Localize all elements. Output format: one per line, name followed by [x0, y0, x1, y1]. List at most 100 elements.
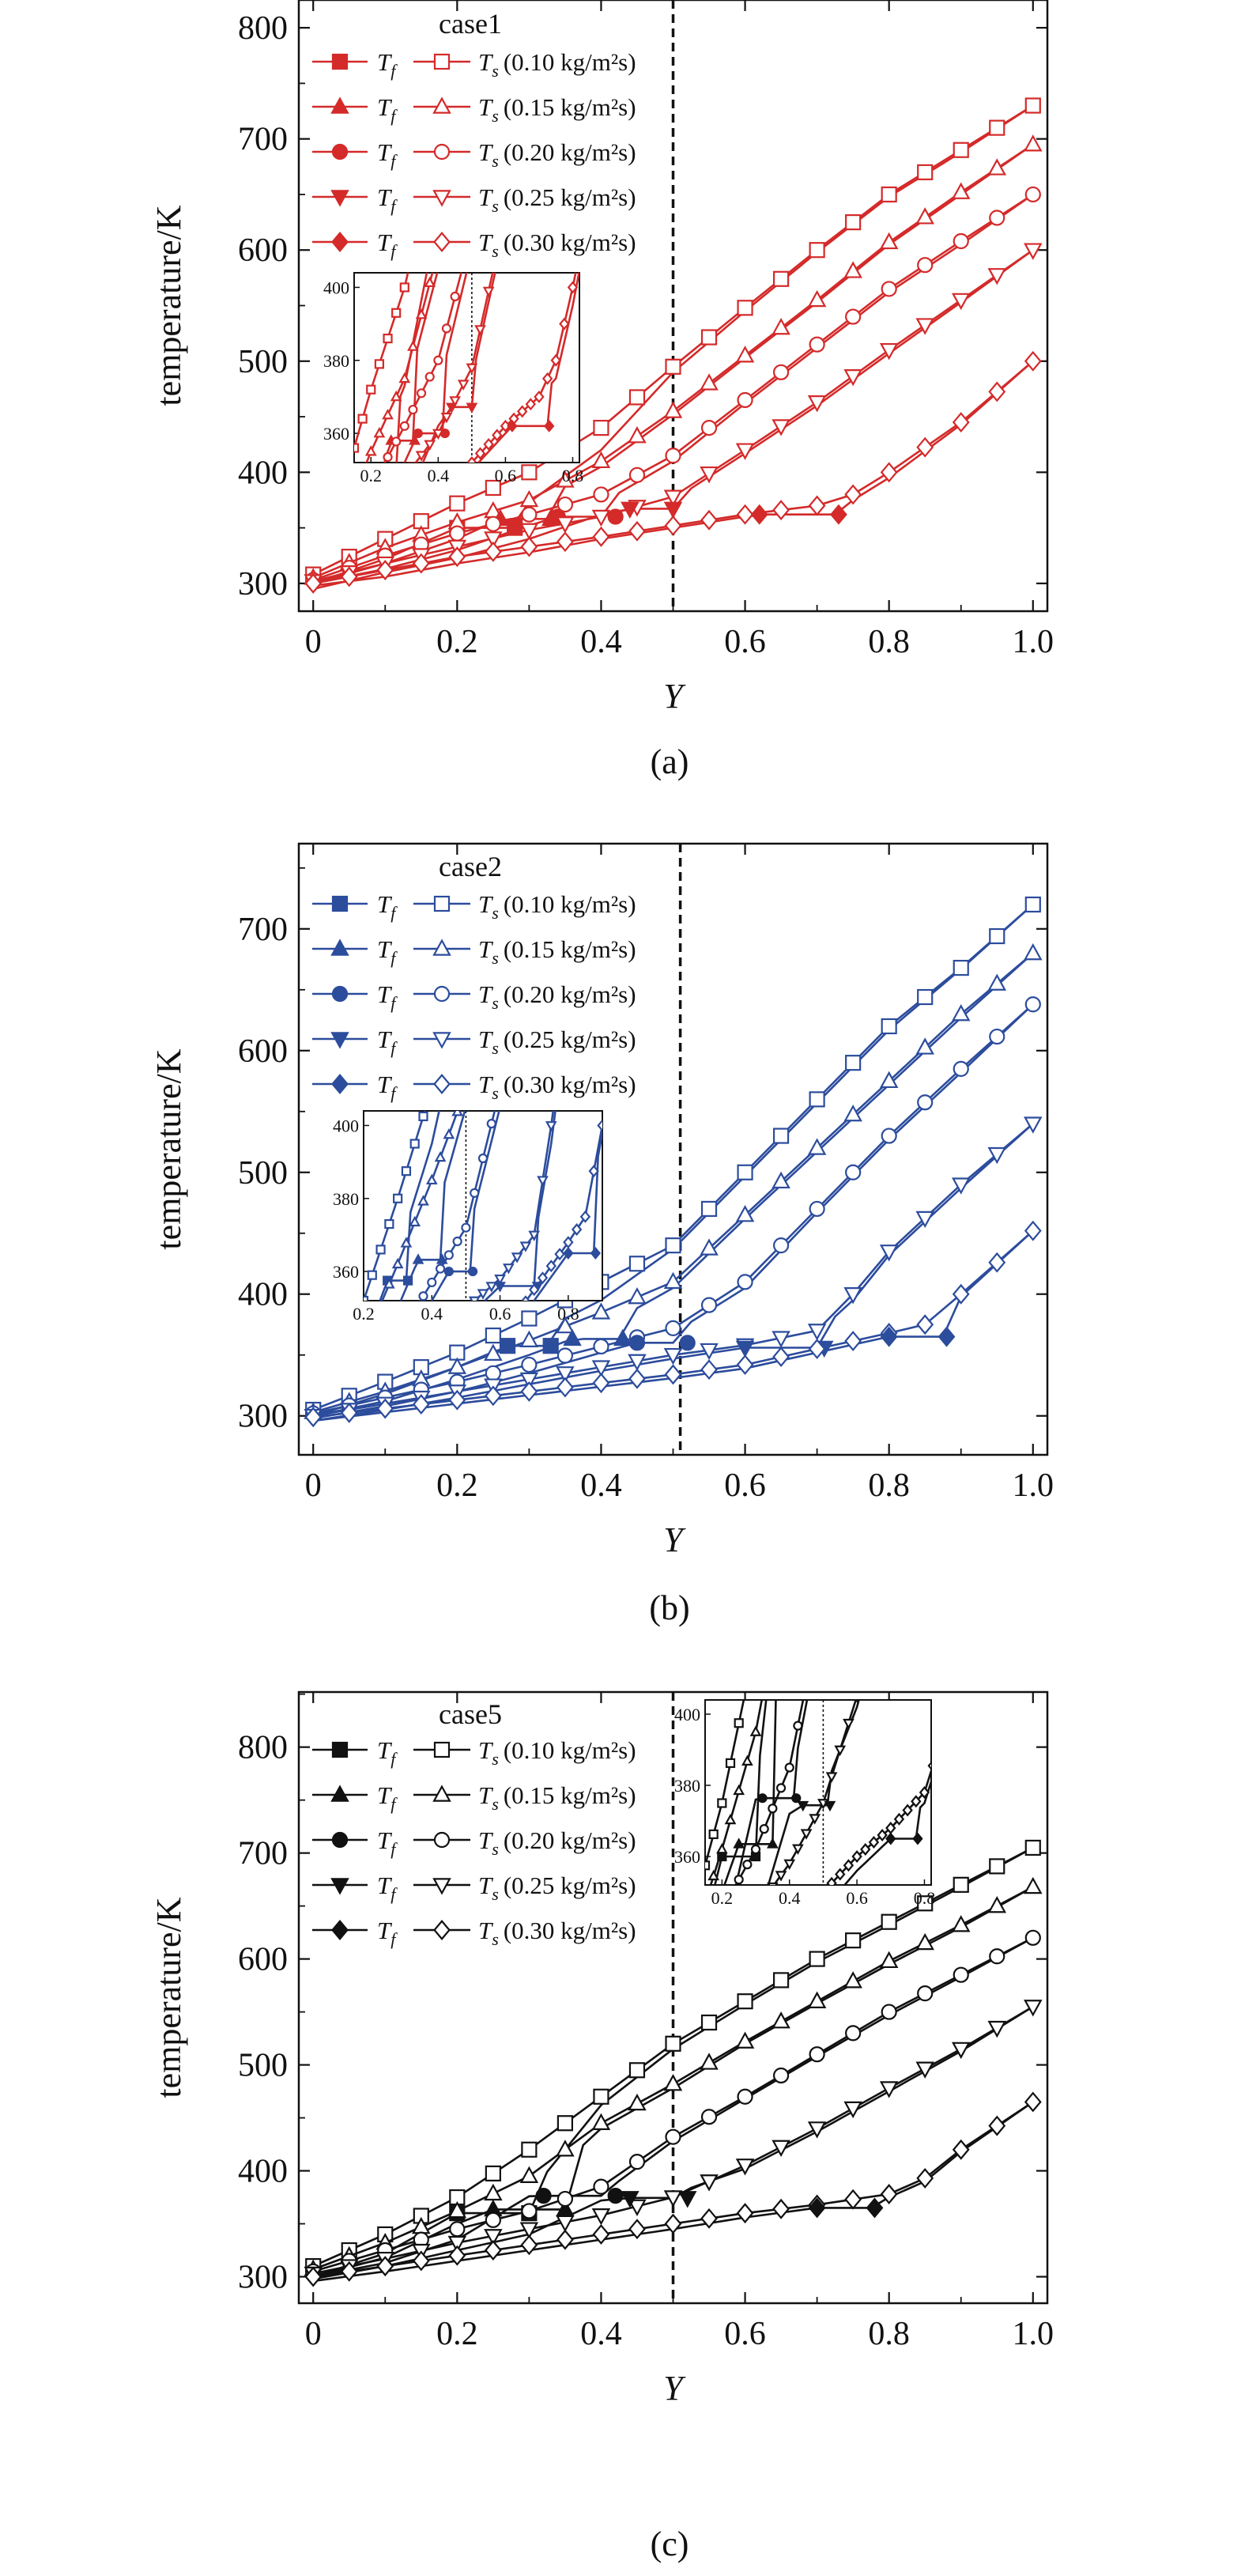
- solid-point: [736, 1354, 754, 1376]
- x-axis-label: Y: [663, 1520, 686, 1559]
- fluid-point: [507, 419, 518, 432]
- x-tick-label: 0.4: [580, 2316, 622, 2352]
- solid-point: [316, 597, 324, 605]
- solid-point: [485, 516, 501, 532]
- legend-fluid-sub: f: [390, 1083, 398, 1103]
- solid-point: [749, 1725, 762, 1736]
- solid-point: [700, 373, 719, 391]
- solid-point: [785, 1923, 794, 1933]
- fluid-point: [563, 1328, 582, 1347]
- solid-point: [628, 2219, 646, 2240]
- solid-point: [676, 1951, 684, 1958]
- solid-point: [485, 479, 501, 497]
- solid-point: [772, 1237, 790, 1254]
- legend-solid-label: Ts (0.30 kg/m²s): [478, 1917, 636, 1949]
- solid-point: [860, 1843, 871, 1856]
- solid-point: [1024, 2000, 1043, 2017]
- solid-point: [556, 2115, 574, 2132]
- x-tick-label: 0.4: [580, 624, 622, 660]
- inset-plot: 360 380 400 0.2 0.4 0.6 0.8: [316, 172, 583, 605]
- inset-y-tick-label: 360: [674, 1847, 700, 1867]
- solid-point: [484, 2229, 503, 2246]
- solid-point: [409, 1215, 421, 1227]
- solid-point: [628, 2154, 646, 2170]
- solid-point: [341, 510, 350, 518]
- solid-point: [435, 1263, 446, 1274]
- solid-point: [379, 1297, 383, 1301]
- solid-point: [855, 1700, 859, 1703]
- solid-point: [501, 211, 510, 219]
- solid-point: [394, 1412, 402, 1422]
- solid-point: [735, 2031, 755, 2049]
- legend-solid-label: Ts (0.20 kg/m²s): [478, 1826, 636, 1859]
- solid-point: [979, 656, 987, 664]
- solid-point: [424, 440, 436, 451]
- solid-point: [802, 1373, 810, 1381]
- solid-point: [556, 2215, 575, 2233]
- solid-point: [810, 1896, 819, 1906]
- solid-point: [963, 719, 971, 727]
- solid-point: [800, 1829, 813, 1840]
- solid-point: [443, 1250, 454, 1260]
- solid-point: [591, 2113, 611, 2131]
- solid-point: [628, 1368, 646, 1389]
- solid-point: [759, 1824, 769, 1834]
- solid-point: [412, 1394, 430, 1415]
- solid-point: [811, 1638, 819, 1646]
- legend-solid-marker: [433, 1741, 451, 1758]
- solid-point: [742, 1860, 753, 1870]
- panel-caption: (b): [649, 1588, 689, 1627]
- solid-point: [938, 1114, 945, 1122]
- solid-point: [375, 1245, 386, 1255]
- legend-solid-label: Ts (0.25 kg/m²s): [478, 1872, 636, 1904]
- fluid-point: [885, 1832, 896, 1845]
- legend-solid-label: Ts (0.10 kg/m²s): [478, 1736, 636, 1769]
- solid-point: [802, 1680, 810, 1688]
- legend-solid-sub: s: [492, 1839, 499, 1859]
- x-tick-label: 0.2: [436, 624, 478, 660]
- solid-point: [881, 281, 897, 297]
- solid-point: [726, 1985, 735, 1996]
- solid-point: [485, 1327, 501, 1344]
- solid-point: [895, 1283, 903, 1291]
- fluid-point: [607, 2188, 624, 2204]
- solid-point: [878, 1600, 887, 1607]
- solid-point: [592, 1373, 610, 1394]
- legend-solid-symbol: T: [478, 980, 494, 1008]
- solid-point: [772, 1171, 790, 1189]
- solid-point: [579, 1210, 591, 1223]
- solid-point: [828, 1382, 836, 1390]
- solid-point: [700, 1200, 718, 1218]
- inset-y-tick-label: 380: [323, 351, 349, 371]
- solid-point: [734, 1930, 743, 1938]
- solid-point: [383, 501, 392, 509]
- solid-point: [700, 2208, 718, 2229]
- solid-point: [915, 1211, 934, 1229]
- solid-point: [598, 794, 607, 802]
- solid-point: [734, 1875, 744, 1885]
- legend-fluid-marker: [331, 1741, 349, 1758]
- solid-point: [1024, 134, 1043, 152]
- solid-point: [777, 1932, 786, 1942]
- solid-point: [650, 2041, 658, 2049]
- solid-point: [341, 473, 349, 481]
- solid-point: [881, 2004, 897, 2020]
- solid-point: [665, 358, 681, 375]
- solid-point: [484, 1385, 502, 1407]
- solid-point: [988, 1478, 997, 1488]
- solid-point: [917, 1895, 934, 1912]
- solid-point: [828, 1248, 836, 1256]
- solid-point: [911, 1467, 920, 1475]
- legend-solid-sub: s: [492, 1884, 499, 1904]
- y-tick-label: 500: [238, 1155, 288, 1192]
- solid-point: [881, 1913, 897, 1930]
- x-axis-label: Y: [663, 677, 686, 716]
- solid-point: [772, 1347, 790, 1368]
- solid-point: [879, 2081, 899, 2098]
- solid-point: [409, 1139, 420, 1149]
- panel-caption: (a): [651, 742, 689, 781]
- solid-point: [772, 364, 790, 380]
- solid-point: [510, 172, 519, 179]
- solid-point: [734, 1718, 744, 1728]
- solid-point: [851, 1850, 862, 1863]
